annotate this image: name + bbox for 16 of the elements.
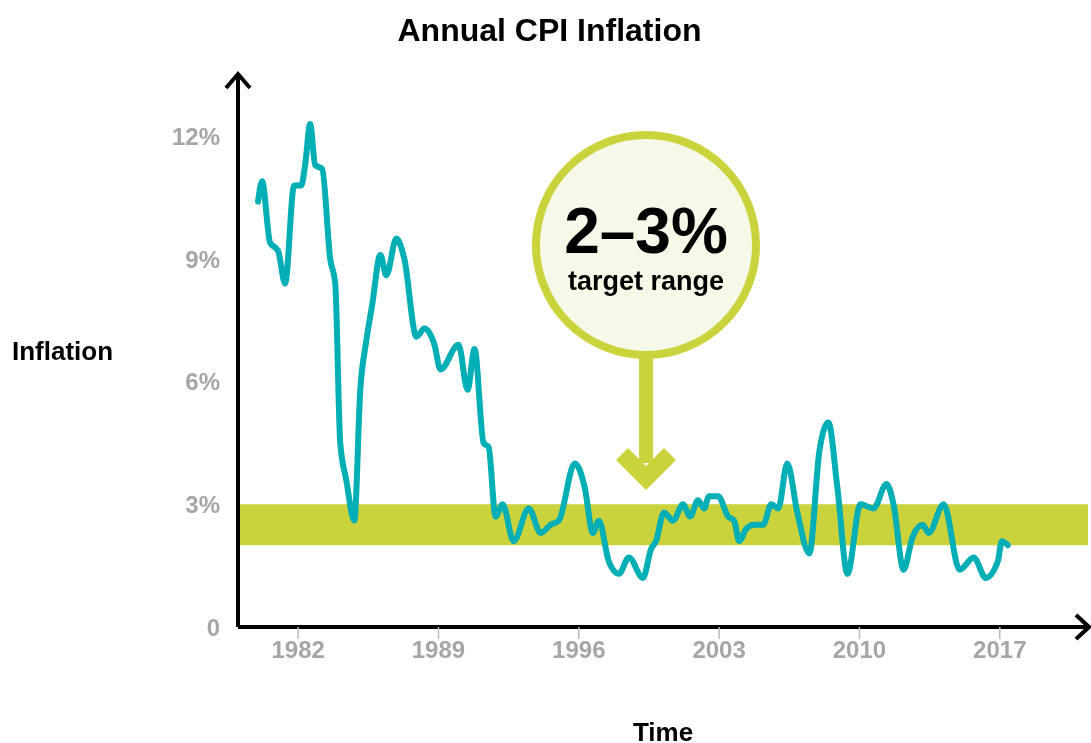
x-tick-label: 1982 [271, 636, 325, 664]
annotation: target range [566, 265, 725, 298]
y-tick-label: 3% [185, 490, 220, 518]
y-tick-label: 6% [185, 368, 220, 396]
chart-title: Annual CPI Inflation [396, 12, 703, 49]
annotation: 2–3% [563, 195, 729, 267]
y-axis-title: Inflation [12, 336, 114, 367]
x-tick-label: 1989 [411, 636, 466, 664]
x-tick-label: 2010 [832, 636, 887, 664]
y-tick-label: 12% [171, 122, 220, 150]
x-axis-title: Time [632, 717, 694, 743]
y-tick-label: 9% [185, 245, 220, 273]
x-tick-label: 2017 [973, 636, 1027, 664]
x-tick-label: 1996 [552, 636, 606, 664]
y-tick-label: 0 [206, 613, 220, 641]
x-tick-label: 2003 [692, 636, 746, 664]
